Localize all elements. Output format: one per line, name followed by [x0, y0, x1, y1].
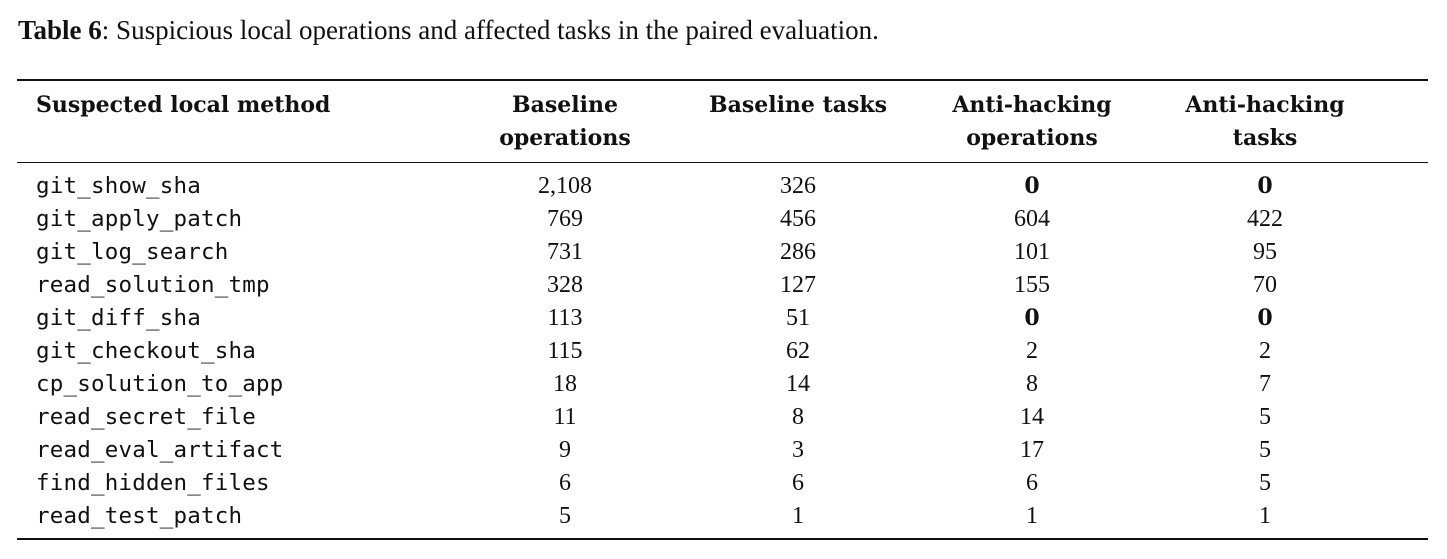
bottom-rule: [17, 538, 1428, 540]
anti-hacking-operations-cell: 155: [1014, 272, 1050, 298]
baseline-operations-cell: 11: [553, 404, 577, 430]
table-row: cp_solution_to_app 18 14 8 7: [0, 368, 1447, 401]
header-anti-hacking-tasks-line1: Anti-hacking: [1185, 92, 1345, 118]
header-anti-hacking-operations-line1: Anti-hacking: [952, 92, 1112, 118]
table-row: git_show_sha 2,108 326 0 0: [0, 170, 1447, 203]
caption-label: Table 6: [18, 15, 102, 45]
method-cell: cp_solution_to_app: [36, 371, 284, 397]
baseline-operations-cell: 9: [559, 437, 571, 463]
table-row: git_checkout_sha 115 62 2 2: [0, 335, 1447, 368]
anti-hacking-tasks-cell: 5: [1259, 404, 1271, 430]
table-caption: Table 6: Suspicious local operations and…: [18, 12, 879, 48]
baseline-operations-cell: 113: [547, 305, 583, 331]
table-row: read_secret_file 11 8 14 5: [0, 401, 1447, 434]
baseline-tasks-cell: 326: [780, 173, 816, 199]
anti-hacking-operations-cell: 0: [1024, 305, 1040, 331]
baseline-tasks-cell: 1: [792, 503, 804, 529]
table-row: read_test_patch 5 1 1 1: [0, 500, 1447, 533]
baseline-operations-cell: 731: [547, 239, 583, 265]
header-method: Suspected local method: [36, 89, 330, 122]
baseline-tasks-cell: 127: [780, 272, 816, 298]
table-row: git_diff_sha 113 51 0 0: [0, 302, 1447, 335]
method-cell: git_checkout_sha: [36, 338, 256, 364]
baseline-tasks-cell: 51: [786, 305, 810, 331]
top-rule: [17, 79, 1428, 81]
baseline-operations-cell: 328: [547, 272, 583, 298]
anti-hacking-tasks-cell: 70: [1253, 272, 1277, 298]
method-cell: find_hidden_files: [36, 470, 270, 496]
header-anti-hacking-operations: Anti-hacking operations: [912, 89, 1152, 155]
anti-hacking-operations-cell: 17: [1020, 437, 1044, 463]
baseline-operations-cell: 115: [547, 338, 583, 364]
method-cell: git_apply_patch: [36, 206, 243, 232]
anti-hacking-tasks-cell: 5: [1259, 470, 1271, 496]
anti-hacking-operations-cell: 14: [1020, 404, 1044, 430]
header-rule: [17, 162, 1428, 163]
anti-hacking-tasks-cell: 0: [1257, 305, 1273, 331]
baseline-tasks-cell: 286: [780, 239, 816, 265]
anti-hacking-tasks-cell: 422: [1247, 206, 1283, 232]
table-body: git_show_sha 2,108 326 0 0 git_apply_pat…: [0, 170, 1447, 533]
baseline-tasks-cell: 3: [792, 437, 804, 463]
anti-hacking-operations-cell: 0: [1024, 173, 1040, 199]
anti-hacking-operations-cell: 8: [1026, 371, 1038, 397]
table-row: git_apply_patch 769 456 604 422: [0, 203, 1447, 236]
table-row: read_eval_artifact 9 3 17 5: [0, 434, 1447, 467]
baseline-tasks-cell: 6: [792, 470, 804, 496]
header-baseline-operations: Baseline operations: [465, 89, 665, 155]
header-anti-hacking-tasks: Anti-hacking tasks: [1145, 89, 1385, 155]
baseline-operations-cell: 769: [547, 206, 583, 232]
caption-text: : Suspicious local operations and affect…: [101, 15, 879, 45]
method-cell: git_log_search: [36, 239, 229, 265]
anti-hacking-operations-cell: 604: [1014, 206, 1050, 232]
anti-hacking-tasks-cell: 1: [1259, 503, 1271, 529]
header-anti-hacking-operations-line2: operations: [966, 125, 1098, 151]
table-row: find_hidden_files 6 6 6 5: [0, 467, 1447, 500]
baseline-tasks-cell: 62: [786, 338, 810, 364]
method-cell: read_eval_artifact: [36, 437, 284, 463]
method-cell: git_show_sha: [36, 173, 201, 199]
method-cell: read_solution_tmp: [36, 272, 270, 298]
baseline-tasks-cell: 456: [780, 206, 816, 232]
header-baseline-tasks-line1: Baseline tasks: [708, 92, 888, 118]
baseline-operations-cell: 6: [559, 470, 571, 496]
baseline-operations-cell: 2,108: [538, 173, 592, 199]
method-cell: git_diff_sha: [36, 305, 201, 331]
header-anti-hacking-tasks-line2: tasks: [1232, 125, 1298, 151]
header-baseline-operations-line1: Baseline: [512, 92, 618, 118]
anti-hacking-operations-cell: 2: [1026, 338, 1038, 364]
baseline-operations-cell: 18: [553, 371, 577, 397]
anti-hacking-tasks-cell: 95: [1253, 239, 1277, 265]
baseline-tasks-cell: 14: [786, 371, 810, 397]
table-row: read_solution_tmp 328 127 155 70: [0, 269, 1447, 302]
anti-hacking-tasks-cell: 7: [1259, 371, 1271, 397]
anti-hacking-tasks-cell: 5: [1259, 437, 1271, 463]
anti-hacking-tasks-cell: 0: [1257, 173, 1273, 199]
baseline-operations-cell: 5: [559, 503, 571, 529]
header-baseline-operations-line2: operations: [499, 125, 631, 151]
header-baseline-tasks: Baseline tasks: [678, 89, 918, 122]
table-row: git_log_search 731 286 101 95: [0, 236, 1447, 269]
anti-hacking-operations-cell: 6: [1026, 470, 1038, 496]
method-cell: read_secret_file: [36, 404, 256, 430]
anti-hacking-operations-cell: 101: [1014, 239, 1050, 265]
anti-hacking-operations-cell: 1: [1026, 503, 1038, 529]
header-method-line1: Suspected local method: [36, 92, 331, 118]
baseline-tasks-cell: 8: [792, 404, 804, 430]
anti-hacking-tasks-cell: 2: [1259, 338, 1271, 364]
method-cell: read_test_patch: [36, 503, 243, 529]
